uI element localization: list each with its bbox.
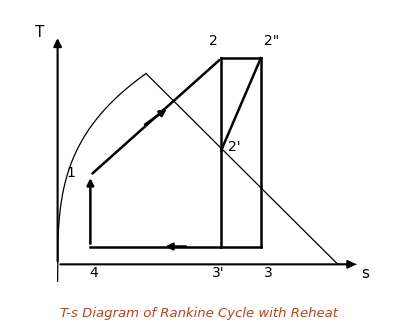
Text: s: s — [361, 266, 369, 281]
Text: 3: 3 — [264, 266, 273, 280]
Text: T-s Diagram of Rankine Cycle with Reheat: T-s Diagram of Rankine Cycle with Reheat — [60, 307, 337, 320]
Text: 1: 1 — [67, 166, 75, 180]
Text: 3': 3' — [212, 266, 224, 280]
Text: 2: 2 — [209, 34, 218, 48]
Text: T: T — [35, 26, 44, 40]
Text: 2': 2' — [228, 140, 241, 154]
Text: 2": 2" — [264, 34, 279, 48]
Text: 4: 4 — [89, 266, 98, 280]
